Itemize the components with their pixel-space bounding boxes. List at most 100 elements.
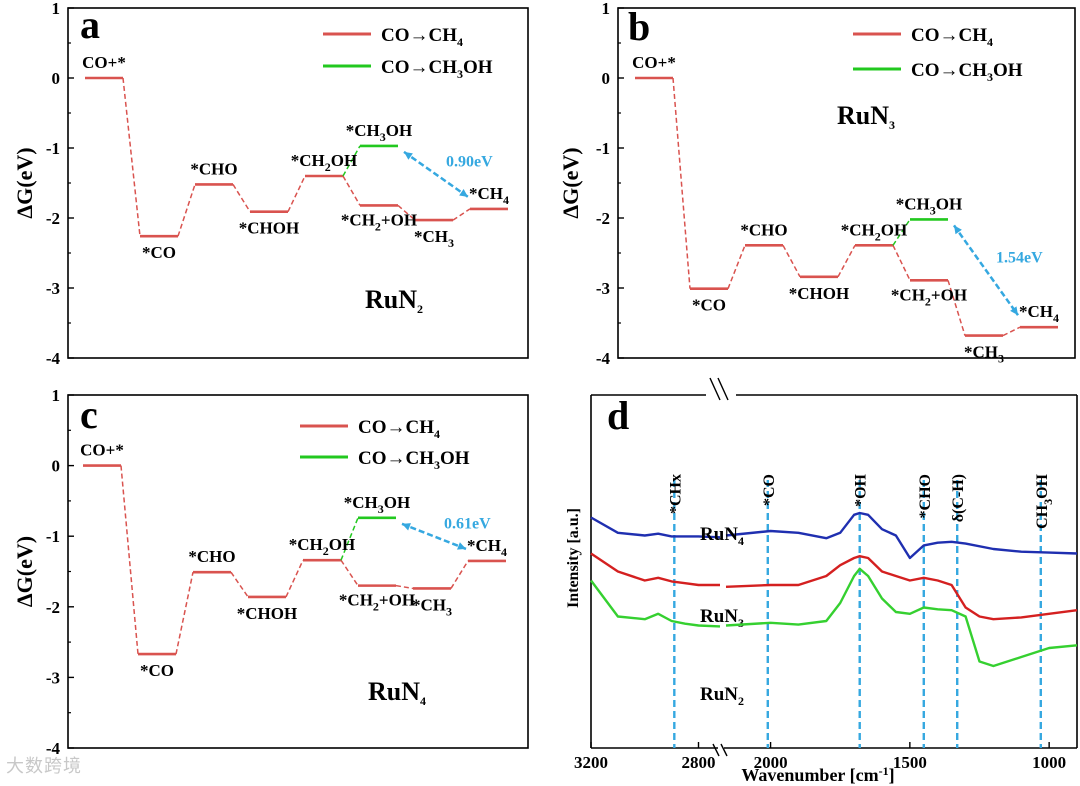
catalyst-label: RuN4 [368,677,426,708]
y-tick-label: -1 [596,139,610,158]
connector [285,559,304,598]
y-tick-label: 0 [52,457,61,476]
x-tick-label: 1000 [1032,753,1066,772]
y-axis-label: ΔG(eV) [12,147,37,218]
y-tick-label: -2 [46,598,60,617]
plot-frame [67,7,529,359]
level-label: *CH2+OH [341,210,417,233]
gap-label: 0.61eV [444,515,491,532]
legend-entry: CO→CH4 [911,25,993,49]
gap-label: 1.54eV [996,249,1043,266]
level-label: CO+* [80,441,124,460]
level-label: *CH4 [469,184,509,207]
y-tick-label: -2 [46,209,60,228]
spectrum-line [590,552,720,587]
level-label: *CO [692,296,726,315]
connector [452,208,471,221]
y-tick-label: 1 [52,0,61,18]
marker-label: *CO [761,474,778,506]
connector [727,245,746,289]
gap-arrowhead [459,189,468,197]
connector [122,77,141,237]
y-axis-label: Intensity [a.u.] [565,508,582,608]
spectrum-line [590,516,721,539]
y-tick-label: -3 [46,279,60,298]
level-label: *CO [142,243,176,262]
connector [947,280,966,336]
connector [892,218,911,246]
marker-label: δ(C-H) [950,474,967,522]
legend-entry: CO→CH4 [381,25,463,49]
y-tick-label: -4 [596,349,611,368]
level-label: *CHOH [239,219,299,238]
marker-label: CH3OH [1034,473,1055,528]
gap-arrowhead [457,542,466,550]
connector [177,184,196,237]
level-label: *CH3OH [344,493,410,516]
level-label: *CHO [740,220,787,239]
connector [837,244,856,278]
spectrum-line [590,579,721,628]
gap-arrowhead [404,151,413,160]
level-label: *CH4 [467,536,507,559]
connector [120,465,139,655]
level-label: *CO [140,661,174,680]
level-label: *CHO [188,547,235,566]
level-label: *CHOH [789,284,849,303]
level-label: *CH2OH [289,535,355,558]
y-tick-label: 0 [52,69,61,88]
x-axis-label: Wavenumber [cm-1] [741,764,894,785]
level-label: *CH3 [964,343,1004,366]
level-label: CO+* [82,53,126,72]
connector [175,572,194,655]
x-tick-label: 1500 [893,753,927,772]
panel-d: 3200 2800 2000 1500 1000 Wavenumber [cm-1] Int… [565,377,1078,785]
y-tick-label: -2 [596,209,610,228]
level-label: *CH2OH [841,220,907,243]
gap-arrowhead [1010,306,1018,316]
level-label: *CH2+OH [339,591,415,614]
x-tick-label: 2000 [754,753,788,772]
connector [340,559,359,587]
marker-label: *CHO [917,474,934,518]
marker-label: *CHx [667,474,684,514]
legend-entry: CO→CH3OH [381,57,493,81]
catalyst-label: RuN2 [365,285,423,316]
gap-arrow [401,522,467,551]
x-tick-label: 2800 [682,753,716,772]
legend-entry: CO→CH3OH [911,60,1023,84]
y-tick-label: -4 [46,739,61,758]
y-tick-label: -3 [46,668,60,687]
y-tick-label: 0 [602,69,611,88]
panel-c: 1 0 -1 -2 -3 -4 ΔG(eV) c CO→CH4 CO→CH3OH RuN4 CO+* *… [12,386,529,758]
connector [342,175,361,206]
spectrum-line [725,567,1078,668]
y-tick-label: -1 [46,527,60,546]
gap-label: 0.90eV [446,153,493,170]
y-axis-label: ΔG(eV) [558,147,583,218]
panel-b: 1 0 -1 -2 -3 -4 ΔG(eV) b CO→CH4 CO→CH3OH RuN3 CO+* *… [558,0,1076,368]
connector [672,77,691,289]
connector [892,244,911,281]
spectrum-line [725,555,1078,621]
y-tick-label: -3 [596,279,610,298]
marker-label: *OH [853,473,870,506]
level-label: *CHO [190,159,237,178]
connector [1002,326,1021,337]
connector [342,145,361,177]
spectrum-line [725,511,1078,560]
connector [230,571,249,598]
level-label: *CH3 [414,227,454,250]
gap-arrow [952,224,1020,316]
connector [397,204,416,221]
y-axis-label: ΔG(eV) [12,536,37,607]
axis-break-mark [717,377,729,401]
series-label: RuN4 [700,524,744,548]
panel-letter: d [607,393,629,438]
level-label: *CHOH [237,604,297,623]
level-label: *CH3OH [896,194,962,217]
y-tick-label: -4 [46,349,61,368]
level-label: *CH3OH [346,121,412,144]
gap-arrow [403,150,469,198]
